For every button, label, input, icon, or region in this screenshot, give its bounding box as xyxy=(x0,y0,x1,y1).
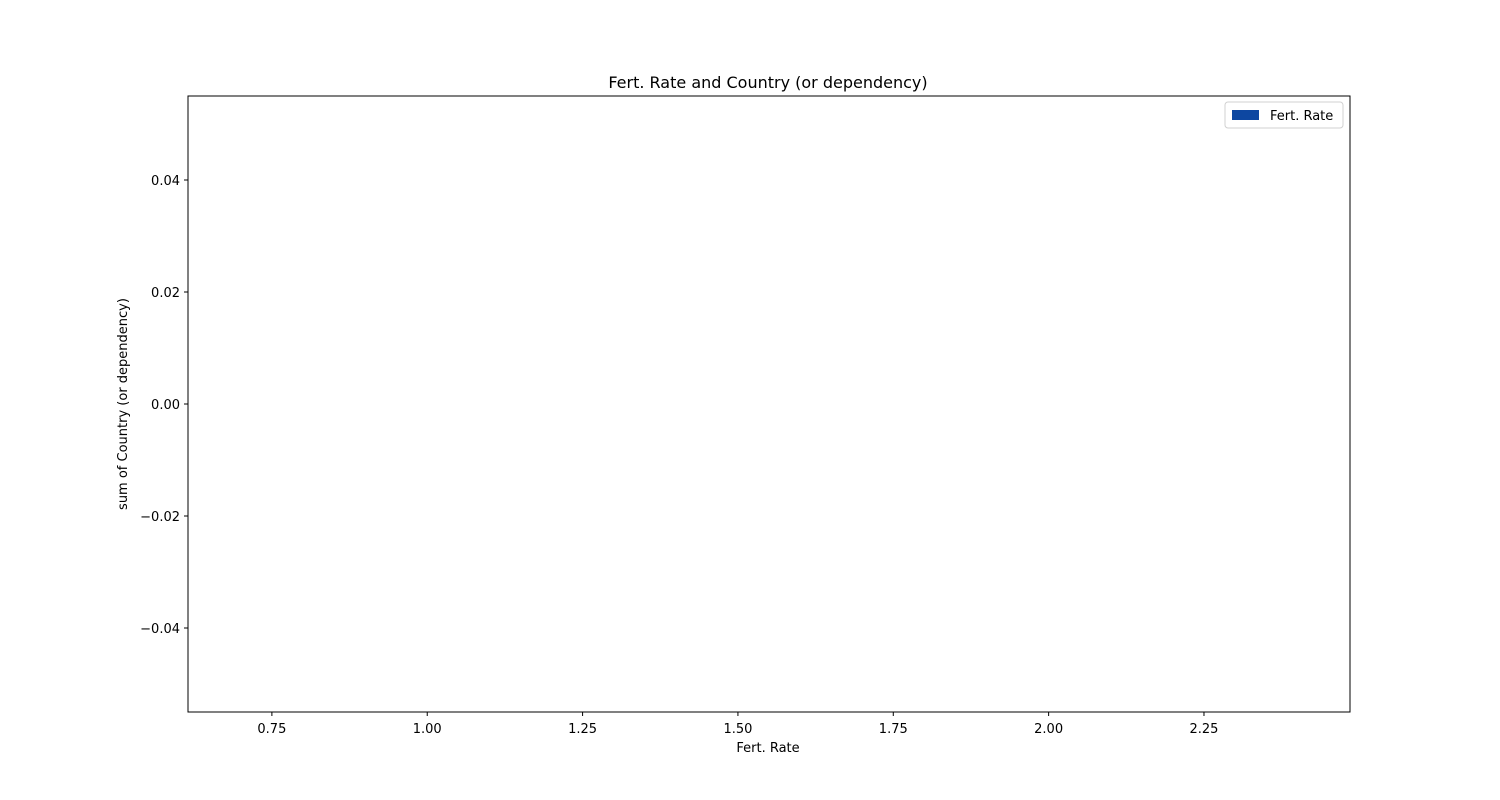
x-axis: 0.75 1.00 1.25 1.50 1.75 2.00 2.25 xyxy=(257,712,1218,737)
x-tick-label: 1.75 xyxy=(879,722,908,737)
legend-label: Fert. Rate xyxy=(1270,109,1333,124)
legend-box xyxy=(1224,101,1344,129)
y-tick-label: −0.02 xyxy=(140,510,180,525)
legend-swatch xyxy=(1232,110,1259,120)
x-tick-label: 2.00 xyxy=(1034,722,1063,737)
y-axis-title: sum of Country (or dependency) xyxy=(116,298,131,510)
y-tick-label: 0.04 xyxy=(151,174,180,189)
chart-title: Fert. Rate and Country (or dependency) xyxy=(608,73,927,92)
plot-area xyxy=(187,95,1351,713)
x-tick-label: 1.00 xyxy=(413,722,442,737)
legend: Fert. Rate xyxy=(1224,101,1344,129)
x-tick-label: 1.25 xyxy=(568,722,597,737)
y-axis: 0.04 0.02 0.00 −0.02 −0.04 xyxy=(140,174,188,637)
x-tick-label: 0.75 xyxy=(257,722,286,737)
y-tick-label: 0.02 xyxy=(151,286,180,301)
y-tick-label: −0.04 xyxy=(140,622,180,637)
x-tick-label: 1.50 xyxy=(723,722,752,737)
x-tick-label: 2.25 xyxy=(1189,722,1218,737)
x-axis-title: Fert. Rate xyxy=(736,741,799,756)
y-tick-label: 0.00 xyxy=(151,398,180,413)
